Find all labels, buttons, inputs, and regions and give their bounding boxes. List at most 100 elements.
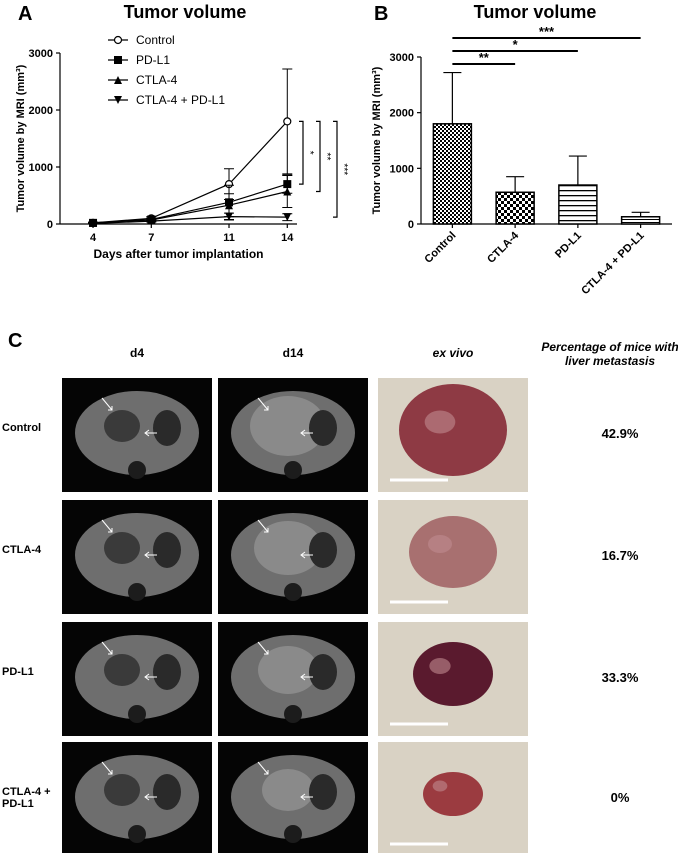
marker xyxy=(113,35,123,45)
organ xyxy=(258,646,318,694)
liver-highlight xyxy=(432,780,448,792)
y-tick-label: 2000 xyxy=(29,105,53,117)
x-tick-label: CTLA-4 + PD-L1 xyxy=(579,230,646,297)
percentage: 42.9% xyxy=(601,426,639,441)
column-header: d4 xyxy=(129,346,144,360)
significance-label: * xyxy=(304,151,315,155)
mri-image xyxy=(62,622,212,736)
organ xyxy=(153,410,181,446)
image-content xyxy=(390,384,507,482)
liver xyxy=(409,516,497,588)
y-tick-label: 1000 xyxy=(390,163,414,175)
y-tick-label: 1000 xyxy=(29,162,53,174)
panel-label: B xyxy=(374,3,388,25)
spine xyxy=(284,583,302,601)
arrow xyxy=(300,793,313,801)
x-tick-label: 11 xyxy=(223,232,235,244)
x-tick-label: 14 xyxy=(281,232,294,244)
organ xyxy=(153,774,181,810)
organ xyxy=(262,769,314,811)
marker xyxy=(283,187,292,196)
chart-title: Tumor volume xyxy=(124,2,247,22)
arrow xyxy=(144,429,157,437)
arrow xyxy=(101,519,113,533)
row-label: CTLA-4 + PD-L1 xyxy=(2,786,51,810)
error-bar xyxy=(443,71,462,124)
legend-label: CTLA-4 xyxy=(136,73,178,87)
significance-bracket xyxy=(333,120,338,218)
organ xyxy=(250,396,326,456)
organ xyxy=(153,654,181,690)
legend-label: CTLA-4 + PD-L1 xyxy=(136,93,225,107)
ex-vivo-photo xyxy=(378,500,528,614)
organ xyxy=(104,774,140,806)
mri-image xyxy=(218,622,368,736)
marker xyxy=(89,219,98,228)
arrow xyxy=(300,429,313,437)
arrow xyxy=(257,519,269,533)
x-tick-label: 4 xyxy=(90,232,97,244)
significance-label: *** xyxy=(338,163,349,175)
spine xyxy=(128,705,146,723)
mri-image xyxy=(62,378,212,492)
marker xyxy=(283,117,292,126)
y-tick-label: 2000 xyxy=(390,108,414,120)
error-bar xyxy=(568,155,587,186)
x-axis-label: Days after tumor implantation xyxy=(93,247,263,261)
arrow xyxy=(101,641,113,655)
marker xyxy=(114,96,122,104)
significance-label: *** xyxy=(539,24,555,39)
spine xyxy=(284,825,302,843)
mri-image xyxy=(62,500,212,614)
panel-label: A xyxy=(18,3,32,25)
bar xyxy=(432,123,473,225)
percentage: 33.3% xyxy=(601,670,639,685)
row-label: PD-L1 xyxy=(2,666,34,678)
liver xyxy=(423,772,483,816)
x-tick-label: 7 xyxy=(148,232,154,244)
spine xyxy=(284,705,302,723)
arrow xyxy=(144,673,157,681)
y-tick-label: 3000 xyxy=(29,48,53,60)
ex-vivo-photo xyxy=(378,622,528,736)
liver xyxy=(399,384,507,476)
image-content xyxy=(231,635,355,723)
series-line xyxy=(93,215,288,225)
image-content xyxy=(390,772,483,846)
marker xyxy=(114,56,122,64)
x-tick-label: Control xyxy=(422,230,458,266)
liver-highlight xyxy=(429,658,451,674)
panel-label: C xyxy=(8,330,23,352)
spine xyxy=(128,825,146,843)
mri-image xyxy=(62,742,212,853)
row-label: CTLA-4 xyxy=(2,544,42,556)
liver-highlight xyxy=(424,410,456,434)
legend-label: Control xyxy=(136,33,175,47)
arrow xyxy=(300,551,313,559)
bar xyxy=(620,216,661,225)
significance-label: ** xyxy=(479,50,490,65)
arrow xyxy=(257,641,269,655)
spine xyxy=(284,461,302,479)
chart-title: Tumor volume xyxy=(474,2,597,22)
marker xyxy=(283,213,292,222)
organ xyxy=(254,521,322,575)
organ xyxy=(309,774,337,810)
significance-bracket xyxy=(316,120,321,193)
significance-bracket xyxy=(299,120,304,185)
bar xyxy=(558,184,598,225)
organ xyxy=(104,410,140,442)
marker xyxy=(114,76,122,84)
arrow xyxy=(257,761,269,775)
ex-vivo-photo xyxy=(378,742,528,853)
image-content xyxy=(231,391,355,479)
column-header: d14 xyxy=(282,346,304,360)
organ xyxy=(104,532,140,564)
image-content xyxy=(75,513,199,601)
marker xyxy=(225,201,234,210)
arrow xyxy=(101,761,113,775)
y-tick-label: 0 xyxy=(47,219,53,231)
percentage: 0% xyxy=(610,790,630,805)
